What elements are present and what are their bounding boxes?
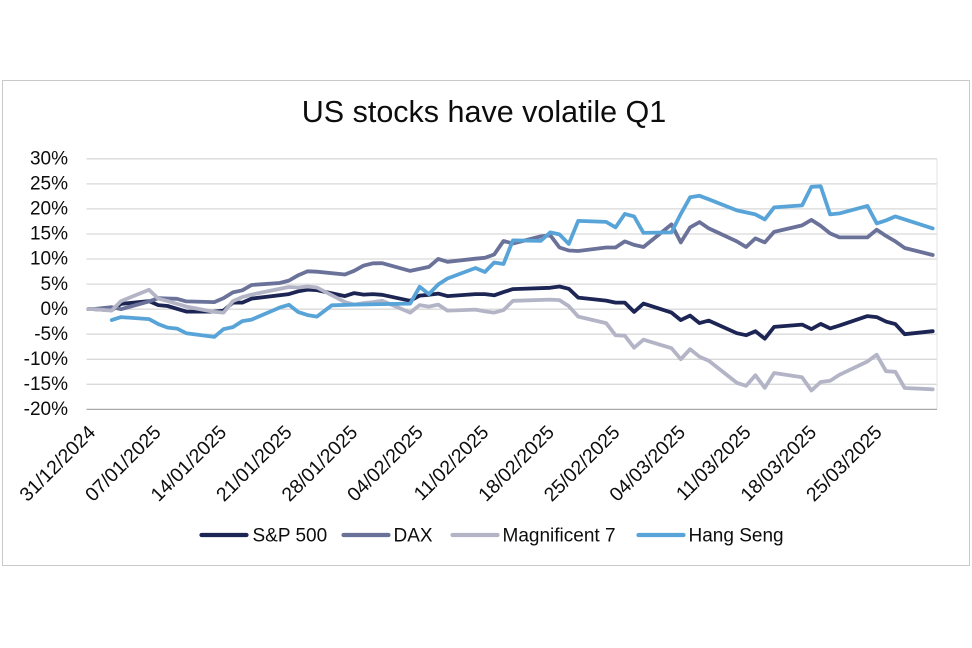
svg-text:25%: 25% (30, 174, 68, 195)
svg-text:Hang Seng: Hang Seng (689, 526, 784, 547)
svg-text:10%: 10% (30, 249, 68, 270)
svg-text:DAX: DAX (394, 526, 433, 547)
svg-text:0%: 0% (41, 299, 69, 320)
svg-text:Magnificent 7: Magnificent 7 (503, 526, 616, 547)
svg-text:30%: 30% (30, 149, 68, 170)
svg-text:S&P 500: S&P 500 (253, 526, 328, 547)
svg-text:15%: 15% (30, 224, 68, 245)
svg-text:-5%: -5% (34, 324, 68, 345)
svg-text:-15%: -15% (24, 374, 68, 395)
svg-text:20%: 20% (30, 199, 68, 220)
svg-text:-20%: -20% (24, 399, 68, 420)
svg-text:5%: 5% (41, 274, 69, 295)
svg-text:-10%: -10% (24, 349, 68, 370)
svg-text:US stocks have volatile Q1: US stocks have volatile Q1 (302, 95, 666, 129)
